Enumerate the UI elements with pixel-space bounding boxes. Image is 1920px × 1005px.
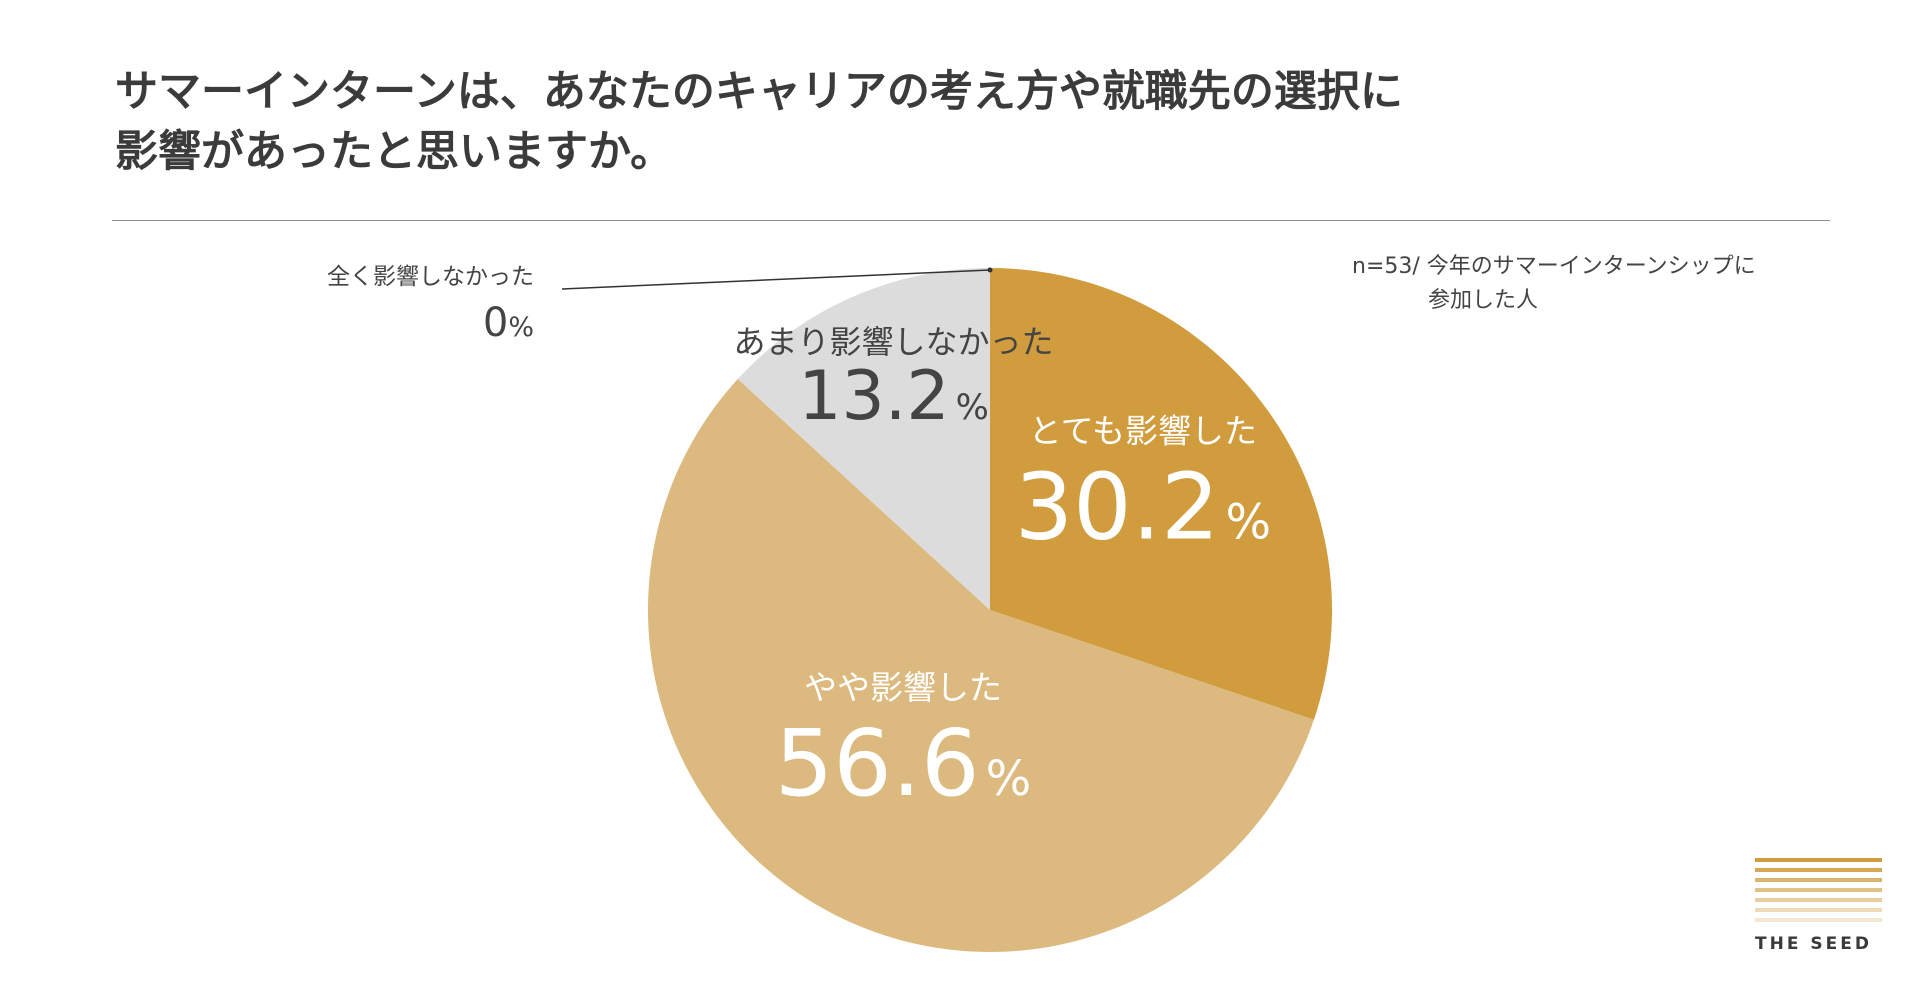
chart-title: サマーインターンは、あなたのキャリアの考え方や就職先の選択に 影響があったと思い…: [115, 62, 1715, 182]
sample-note-line1: n=53/ 今年のサマーインターンシップに: [1352, 254, 1756, 279]
slice-label: あまり影響しなかった: [734, 323, 1054, 361]
logo-bar: [1755, 918, 1882, 922]
slice-value-zero-unit: %: [508, 312, 534, 343]
pie-slice: [737, 268, 990, 610]
logo-brand-text: THE SEED: [1755, 934, 1872, 954]
logo-bar: [1755, 898, 1882, 902]
the-seed-logo: THE SEED: [1755, 858, 1885, 954]
logo-bar: [1755, 888, 1882, 892]
zero-slice-callout: 全く影響しなかった 0%: [327, 260, 534, 353]
logo-bar: [1755, 868, 1882, 872]
logo-bar: [1755, 908, 1882, 912]
logo-bar: [1755, 858, 1882, 862]
slice-label-zero: 全く影響しなかった: [327, 264, 534, 290]
pie-slice: [990, 268, 1332, 720]
slice-value-zero-number: 0: [482, 300, 509, 346]
pie-slice: [647, 379, 1314, 953]
slice-value-zero: 0%: [327, 298, 534, 353]
title-divider: [112, 220, 1830, 221]
slice-label: とても影響した: [1029, 411, 1257, 450]
zero-slice-leader-dot: [987, 267, 993, 273]
zero-slice-leader-line: [561, 269, 991, 290]
sample-note-line2: 参加した人: [1428, 288, 1539, 313]
slice-label: やや影響した: [804, 668, 1002, 707]
chart-title-line2: 影響があったと思いますか。: [115, 127, 674, 177]
logo-bar: [1755, 878, 1882, 882]
chart-title-line1: サマーインターンは、あなたのキャリアの考え方や就職先の選択に: [115, 67, 1403, 117]
